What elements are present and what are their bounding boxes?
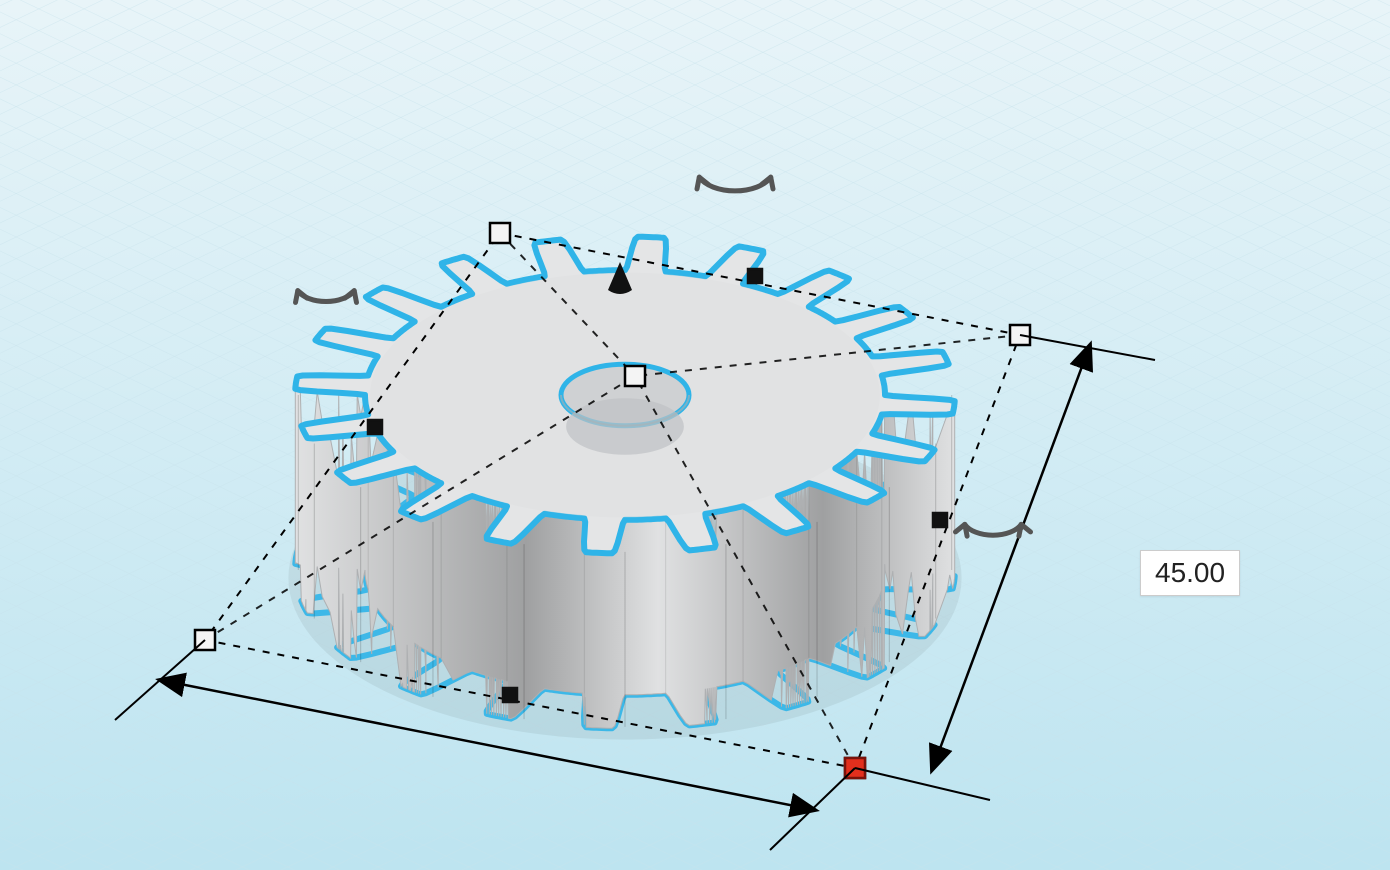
scene-svg	[0, 0, 1390, 870]
dimension-value-label[interactable]: 45.00	[1140, 550, 1240, 596]
cad-viewport[interactable]: 45.00	[0, 0, 1390, 870]
